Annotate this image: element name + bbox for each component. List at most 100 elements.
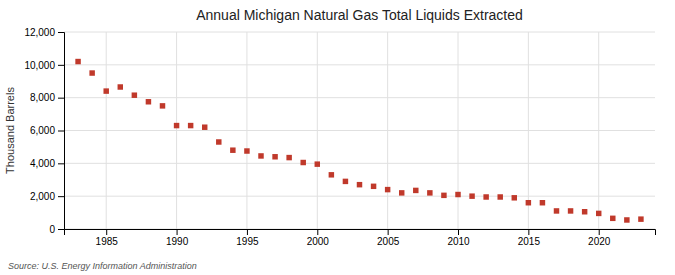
y-axis-tick: 6,000 (30, 125, 64, 136)
y-axis-tick: 2,000 (30, 191, 64, 202)
x-axis-tick-label: 2005 (377, 236, 400, 247)
y-axis-tick: 4,000 (30, 158, 64, 169)
grid-line-y (64, 97, 655, 98)
point (568, 208, 573, 213)
point (399, 190, 404, 195)
point (455, 192, 460, 197)
grid-line-x (528, 32, 529, 229)
y-axis-tick-label: 8,000 (30, 92, 55, 103)
grid (64, 32, 655, 229)
y-axis-tick-label: 10,000 (24, 60, 55, 71)
point (512, 195, 517, 200)
point (216, 139, 221, 144)
point (441, 193, 446, 198)
annotation: Source: U.S. Energy Information Administ… (8, 261, 197, 271)
point (132, 92, 137, 97)
point (610, 216, 615, 221)
point (244, 148, 249, 153)
x-axis-tick-mark (317, 229, 318, 235)
point (357, 182, 362, 187)
y-axis-tick-mark (58, 196, 64, 197)
y-axis-tick-label: 4,000 (30, 158, 55, 169)
grid-line-y (64, 130, 655, 131)
x-axis-tick-mark (177, 229, 178, 235)
grid-line-x (246, 32, 247, 229)
point (427, 190, 432, 195)
title: Annual Michigan Natural Gas Total Liquid… (196, 7, 523, 23)
point (624, 217, 629, 222)
point (343, 179, 348, 184)
y-axis-tick: 10,000 (24, 60, 64, 71)
y-axis-tick-mark (58, 65, 64, 66)
point (540, 200, 545, 205)
x-axis-tick-mark (106, 229, 107, 235)
y-axis-tick-label: 2,000 (30, 191, 55, 202)
grid-line-x (387, 32, 388, 229)
x-axis-tick-label: 2015 (518, 236, 541, 247)
point (469, 193, 474, 198)
x-axis-line (65, 230, 656, 236)
point (174, 123, 179, 128)
y-axis-tick: 0 (49, 224, 64, 235)
point (146, 99, 151, 104)
x-axis-tick: 2010 (447, 229, 470, 247)
x-axis-tick-mark (247, 229, 248, 235)
grid-line-x (598, 32, 599, 229)
x-axis-tick-label: 2010 (447, 236, 470, 247)
y-axis-tick-label: 12,000 (24, 27, 55, 38)
point (638, 216, 643, 221)
x-axis-tick: 2000 (307, 229, 330, 247)
point (89, 70, 94, 75)
point (413, 188, 418, 193)
y-axis-tick: 8,000 (30, 92, 64, 103)
y-axis-title: Thousand Barrels (4, 87, 16, 174)
point (160, 103, 165, 108)
y-axis: 0 2,000 4,000 6,000 8,000 10,000 12,000 (24, 27, 64, 235)
grid-line-y (64, 163, 655, 164)
x-axis-tick-mark (599, 229, 600, 235)
point (202, 124, 207, 129)
x-axis-tick: 1990 (166, 229, 189, 247)
point (596, 211, 601, 216)
x-axis-tick-label: 2020 (588, 236, 611, 247)
point (75, 59, 80, 64)
x-axis-tick: 2020 (588, 229, 611, 247)
point (483, 194, 488, 199)
y-axis-tick-mark (58, 32, 64, 33)
grid-line-x (176, 32, 177, 229)
y-axis-tick-mark (58, 163, 64, 164)
grid-line-x (106, 32, 107, 229)
x-axis-tick-label: 2000 (307, 236, 330, 247)
point (371, 184, 376, 189)
x-axis-tick-label: 1985 (96, 236, 119, 247)
x-axis-tick: 1985 (96, 229, 119, 247)
grid-line-x (317, 32, 318, 229)
y-axis-tick-label: 6,000 (30, 125, 55, 136)
x-axis-tick-mark (458, 229, 459, 235)
point (497, 194, 502, 199)
point (286, 155, 291, 160)
point (118, 84, 123, 89)
point (554, 208, 559, 213)
y-axis-tick-label: 0 (49, 224, 55, 235)
point (258, 153, 263, 158)
grid-line-y (64, 196, 655, 197)
grid-line-y (64, 64, 655, 65)
y-axis-tick: 12,000 (24, 27, 64, 38)
x-axis-tick: 2015 (518, 229, 541, 247)
x-axis-tick-mark (528, 229, 529, 235)
point (315, 161, 320, 166)
point (385, 187, 390, 192)
point (300, 160, 305, 165)
y-axis-tick-mark (58, 131, 64, 132)
y-axis-line (58, 33, 65, 230)
point (272, 154, 277, 159)
point (526, 200, 531, 205)
x-axis-tick: 2005 (377, 229, 400, 247)
x-axis-tick: 1995 (236, 229, 259, 247)
grid-line-y (64, 32, 655, 33)
point (230, 147, 235, 152)
x-axis-tick-mark (388, 229, 389, 235)
point (103, 88, 108, 93)
x-axis-tick-label: 1990 (166, 236, 189, 247)
